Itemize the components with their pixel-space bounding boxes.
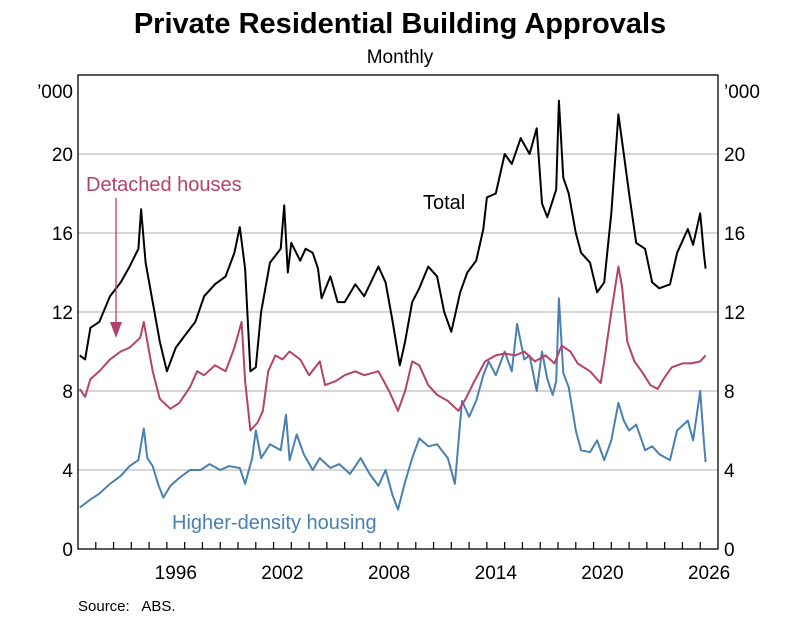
source-note: Source: ABS. [78, 598, 176, 615]
series-line-detached-houses [78, 265, 707, 432]
y-tick-label-right: 0 [724, 540, 735, 561]
y-tick-label-left: 12 [52, 303, 73, 324]
x-tick-label: 2014 [475, 563, 518, 584]
y-tick-label-left: 16 [52, 224, 73, 245]
y-tick-label-left: 8 [62, 382, 73, 403]
y-tick-label-left: 20 [52, 145, 73, 166]
y-tick-label-right: 8 [724, 382, 735, 403]
series-lines [78, 99, 707, 511]
x-tick-label: 2002 [261, 563, 303, 584]
chart-subtitle: Monthly [367, 47, 434, 68]
x-tick-label: 2008 [368, 563, 410, 584]
y-unit-left: ’000 [37, 82, 73, 103]
chart-title: Private Residential Building Approvals [134, 8, 666, 40]
y-tick-label-right: 12 [724, 303, 745, 324]
y-tick-label-right: 20 [724, 145, 745, 166]
label-total: Total [423, 192, 465, 214]
gridlines [78, 153, 718, 471]
label-detached: Detached houses [86, 174, 242, 196]
x-tick-label: 2026 [688, 563, 730, 584]
label-higher-density: Higher-density housing [172, 512, 377, 534]
detached-arrow-head [110, 322, 122, 338]
series-line-total [79, 99, 707, 373]
y-tick-label-left: 4 [62, 461, 73, 482]
y-tick-label-right: 4 [724, 461, 735, 482]
series-line-higher-density-housing [79, 297, 707, 511]
x-tick-label: 2020 [581, 563, 623, 584]
y-tick-label-right: 16 [724, 224, 745, 245]
y-tick-label-left: 0 [62, 540, 73, 561]
y-unit-right: ’000 [724, 82, 760, 103]
x-tick-label: 1996 [155, 563, 197, 584]
